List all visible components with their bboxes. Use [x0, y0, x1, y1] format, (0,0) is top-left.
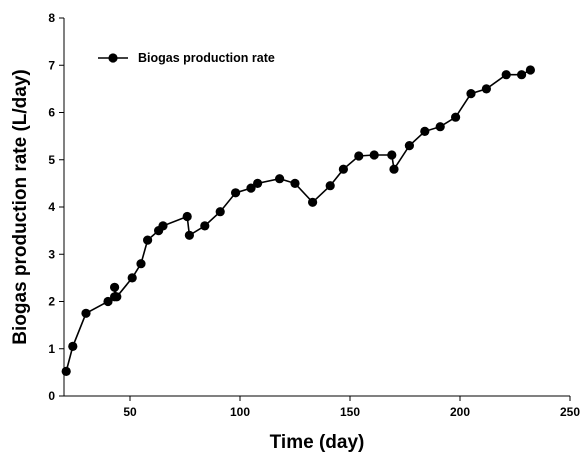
data-point [275, 174, 285, 184]
data-point [290, 178, 300, 188]
data-point [200, 221, 210, 231]
data-point [308, 197, 318, 207]
data-point [231, 188, 241, 198]
series-line [65, 69, 531, 372]
legend-marker [108, 53, 118, 63]
data-point [387, 150, 397, 160]
data-point [435, 122, 445, 132]
series-points [61, 65, 536, 376]
data-point [61, 366, 71, 376]
y-tick-label: 0 [48, 389, 55, 403]
y-tick-label: 3 [48, 247, 55, 261]
y-axis-ticks: 0 1 2 3 4 5 6 7 8 [48, 11, 64, 403]
y-tick-label: 2 [48, 295, 55, 309]
data-point [143, 235, 153, 245]
data-point [481, 84, 491, 94]
y-tick-label: 8 [48, 11, 55, 25]
y-tick-label: 5 [48, 153, 55, 167]
data-point [136, 259, 146, 269]
x-tick-label: 200 [450, 405, 470, 419]
data-point [354, 151, 364, 161]
data-point [525, 65, 536, 75]
x-tick-label: 250 [560, 405, 580, 419]
data-point [68, 341, 78, 351]
data-point [338, 164, 348, 174]
data-point [110, 282, 120, 292]
data-point [81, 308, 91, 318]
y-tick-label: 4 [48, 200, 55, 214]
data-point [404, 141, 414, 151]
data-point [253, 178, 263, 188]
data-point [112, 292, 122, 302]
data-point [103, 296, 113, 307]
data-point [246, 183, 256, 193]
y-axis-title: Biogas production rate (L/day) [10, 69, 31, 345]
data-point [215, 207, 225, 217]
x-tick-label: 50 [123, 405, 137, 419]
data-point [158, 221, 168, 231]
data-point [127, 273, 137, 283]
data-point [517, 70, 527, 80]
y-tick-label: 6 [48, 106, 55, 120]
legend-label: Biogas production rate [138, 51, 275, 65]
legend: Biogas production rate [98, 51, 275, 65]
data-point [451, 112, 461, 122]
x-tick-label: 150 [340, 405, 360, 419]
x-tick-label: 100 [230, 405, 250, 419]
x-axis-title: Time (day) [270, 432, 365, 453]
y-tick-label: 7 [48, 58, 55, 72]
data-point [420, 126, 430, 136]
data-point [182, 211, 192, 222]
x-axis-ticks: 50 100 150 200 250 [123, 396, 580, 419]
y-tick-label: 1 [48, 342, 55, 356]
data-point [325, 181, 335, 191]
data-point [389, 164, 399, 174]
data-point [466, 89, 476, 99]
plot-area [63, 18, 570, 397]
data-point [184, 230, 194, 240]
data-point [501, 70, 511, 80]
data-point [369, 150, 379, 160]
